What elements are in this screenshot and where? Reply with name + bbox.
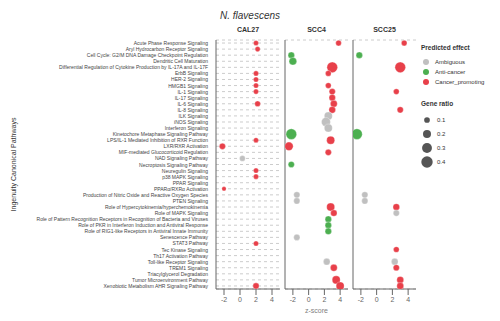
svg-text:TREM1 Signaling: TREM1 Signaling (169, 264, 208, 271)
svg-text:2: 2 (254, 296, 258, 303)
svg-text:Triacylglycerol Degradation: Triacylglycerol Degradation (147, 270, 208, 277)
svg-text:Differential Regulation of Cyt: Differential Regulation of Cytokine Prod… (59, 64, 208, 71)
svg-text:Role of RIG1-like Receptors in: Role of RIG1-like Receptors in Antiviral… (84, 228, 208, 235)
svg-text:Anti-cancer: Anti-cancer (435, 69, 465, 75)
svg-text:Toll-like Receptor Signaling: Toll-like Receptor Signaling (147, 258, 208, 265)
svg-text:0: 0 (375, 296, 379, 303)
svg-text:Gene ratio: Gene ratio (421, 100, 453, 107)
svg-text:0.2: 0.2 (437, 131, 446, 137)
svg-text:-2: -2 (221, 296, 227, 303)
svg-text:NAD Signaling Pathway: NAD Signaling Pathway (154, 155, 208, 162)
svg-text:4: 4 (270, 296, 274, 303)
svg-text:PPAR Signaling: PPAR Signaling (172, 179, 208, 186)
svg-text:0: 0 (307, 296, 311, 303)
svg-text:Kinetochore Metaphase Signalin: Kinetochore Metaphase Signaling Pathway (112, 131, 208, 138)
svg-text:Interferon Signaling: Interferon Signaling (164, 125, 208, 132)
svg-text:ILK Signaling: ILK Signaling (178, 112, 208, 119)
html-text:SCC25: SCC25 (373, 26, 396, 33)
svg-text:LPS/IL-1 Mediated Inhibition o: LPS/IL-1 Mediated Inhibition of RXR Func… (107, 137, 208, 144)
svg-text:Th17 Activation Pathway: Th17 Activation Pathway (153, 252, 208, 259)
html-text:CAL27: CAL27 (236, 26, 260, 33)
svg-text:Acute Phase Response Signaling: Acute Phase Response Signaling (133, 40, 208, 46)
svg-text:IL-8 Signaling: IL-8 Signaling (177, 106, 208, 113)
svg-text:Role of MAPK Signaling: Role of MAPK Signaling (154, 210, 208, 217)
svg-text:Neuregulin Signaling: Neuregulin Signaling (161, 167, 208, 174)
svg-text:z-score: z-score (305, 307, 328, 313)
svg-text:Senescence Pathway: Senescence Pathway (159, 234, 208, 241)
svg-text:4: 4 (406, 296, 410, 303)
svg-text:Dendritic Cell Maturation: Dendritic Cell Maturation (153, 58, 208, 65)
svg-text:PTEN Signaling: PTEN Signaling (172, 197, 208, 204)
svg-text:LXR/RXR Activation: LXR/RXR Activation (163, 143, 208, 150)
svg-text:Cell Cycle: G2/M DNA Damage Ch: Cell Cycle: G2/M DNA Damage Checkpoint R… (86, 52, 208, 59)
svg-text:Ambiguous: Ambiguous (435, 59, 465, 65)
svg-text:IL-17 Signaling: IL-17 Signaling (174, 94, 208, 101)
svg-text:PPARα/RXRα Activation: PPARα/RXRα Activation (154, 185, 208, 192)
svg-text:Cancer_promoting: Cancer_promoting (435, 79, 484, 85)
svg-text:iNOS Signaling: iNOS Signaling (174, 119, 208, 125)
svg-text:ErbB Signaling: ErbB Signaling (174, 70, 208, 77)
svg-text:0.1: 0.1 (437, 117, 446, 123)
svg-text:4: 4 (338, 296, 342, 303)
svg-text:STAT3 Pathway: STAT3 Pathway (172, 240, 208, 247)
svg-text:Role of Hypercytokinemia/hyper: Role of Hypercytokinemia/hyperchemokinem… (104, 204, 208, 210)
svg-text:2: 2 (390, 296, 394, 303)
svg-text:0.3: 0.3 (437, 145, 446, 151)
svg-text:Predicted effect: Predicted effect (421, 44, 471, 51)
svg-text:Necroptosis Signaling Pathway: Necroptosis Signaling Pathway (139, 161, 208, 168)
svg-text:-2: -2 (358, 296, 364, 303)
svg-text:Production of Nitric Oxide and: Production of Nitric Oxide and Reactive … (82, 191, 208, 198)
svg-text:0.4: 0.4 (437, 159, 446, 165)
svg-text:MIF-mediated Glucocorticoid Re: MIF-mediated Glucocorticoid Regulation (118, 149, 208, 156)
svg-text:Tec Kinase Signaling: Tec Kinase Signaling (161, 246, 208, 253)
svg-text:IL-6 Signaling: IL-6 Signaling (177, 100, 208, 107)
svg-text:Ingenuity Canonical Pathways: Ingenuity Canonical Pathways (10, 117, 18, 211)
html-text:N. flavescens: N. flavescens (220, 10, 280, 21)
svg-text:p38 MAPK Signaling: p38 MAPK Signaling (162, 173, 208, 180)
svg-text:HER-2 Signaling: HER-2 Signaling (171, 76, 208, 83)
svg-text:2: 2 (322, 296, 326, 303)
svg-text:-2: -2 (290, 296, 296, 303)
svg-text:Aryl Hydrocarbon Receptor Sign: Aryl Hydrocarbon Receptor Signaling (125, 46, 208, 53)
svg-text:Role of Pattern Recognition Re: Role of Pattern Recognition Receptors in… (36, 216, 208, 223)
svg-text:Role of PKR in Interferon Indu: Role of PKR in Interferon Induction and … (78, 222, 208, 229)
html-text:SCC4: SCC4 (307, 26, 326, 33)
svg-text:0: 0 (238, 296, 242, 303)
svg-text:Tumor Microenvironment Pathway: Tumor Microenvironment Pathway (132, 276, 208, 283)
svg-text:HMGB1 Signaling: HMGB1 Signaling (168, 82, 208, 89)
svg-text:IL-1 Signaling: IL-1 Signaling (177, 88, 208, 95)
svg-text:Xenobiotic Metabolism AHR Sign: Xenobiotic Metabolism AHR Signaling Path… (104, 283, 209, 289)
